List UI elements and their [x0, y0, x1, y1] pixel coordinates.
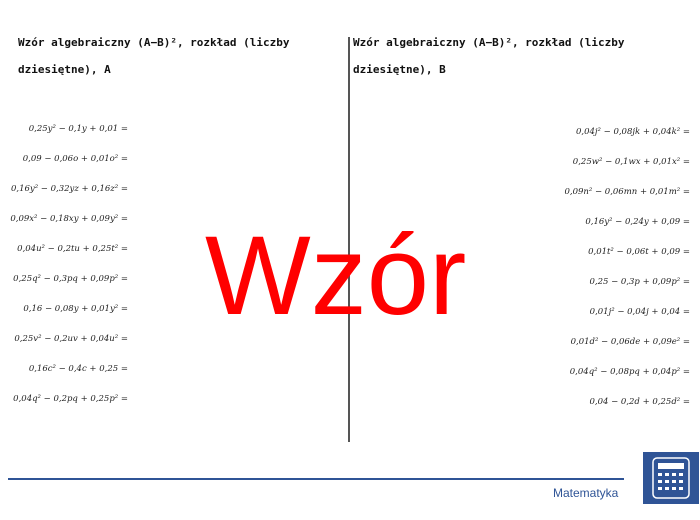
calculator-icon: [643, 452, 699, 504]
formula: 0,04q² − 0,2pq + 0,25p² =: [13, 394, 128, 404]
formula: 0,16y² − 0,24y + 0,09 =: [585, 217, 690, 227]
formula: 0,01j² − 0,04j + 0,04 =: [589, 307, 690, 317]
formula: 0,04 − 0,2d + 0,25d² =: [589, 397, 690, 407]
formula: 0,16c² − 0,4c + 0,25 =: [28, 364, 128, 374]
formula: 0,01d² − 0,06de + 0,09e² =: [570, 337, 690, 347]
formula: 0,09n² − 0,06mn + 0,01m² =: [564, 187, 690, 197]
formula: 0,25y² − 0,1y + 0,01 =: [28, 124, 128, 134]
formula: 0,25 − 0,3p + 0,09p² =: [589, 277, 690, 287]
formula: 0,04q² − 0,08pq + 0,04p² =: [569, 367, 690, 377]
formula: 0,04u² − 0,2tu + 0,25t² =: [17, 244, 128, 254]
formula: 0,25w² − 0,1wx + 0,01x² =: [572, 157, 690, 167]
watermark: Wzór: [205, 213, 467, 338]
formula: 0,25q² − 0,3pq + 0,09p² =: [13, 274, 128, 284]
formula: 0,09 − 0,06o + 0,01o² =: [22, 154, 128, 164]
left-title: Wzór algebraiczny (A−B)², rozkład (liczb…: [18, 36, 290, 76]
formula: 0,01t² − 0,06t + 0,09 =: [588, 247, 690, 257]
footer-line: [8, 478, 624, 480]
right-title: Wzór algebraiczny (A−B)², rozkład (liczb…: [353, 36, 625, 76]
formula: 0,16y² − 0,32yz + 0,16z² =: [10, 184, 128, 194]
formula: 0,09x² − 0,18xy + 0,09y² =: [10, 214, 128, 224]
column-divider: [348, 37, 350, 442]
footer-brand: Matematyka: [553, 486, 619, 500]
formula: 0,25v² − 0,2uv + 0,04u² =: [14, 334, 128, 344]
formula: 0,04j² − 0,08jk + 0,04k² =: [575, 127, 690, 137]
formula: 0,16 − 0,08y + 0,01y² =: [23, 304, 128, 314]
